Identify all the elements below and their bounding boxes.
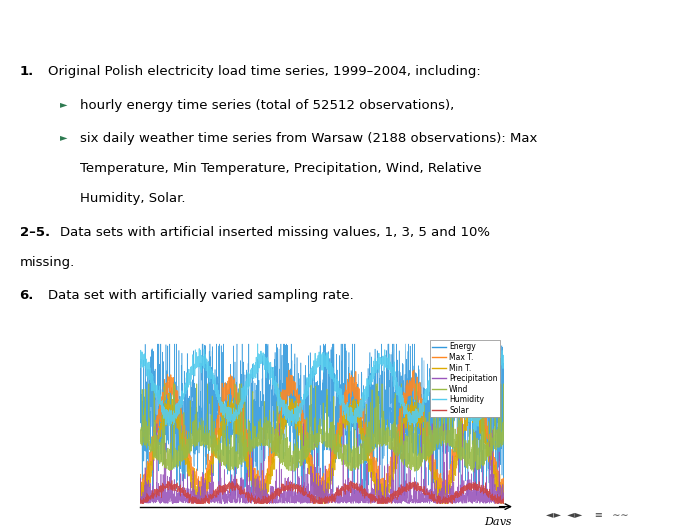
Energy bbox=[351, 427, 360, 433]
Wind bbox=[474, 456, 482, 462]
Text: missing.: missing. bbox=[20, 256, 75, 269]
Text: Data: Data bbox=[13, 20, 66, 40]
Solar bbox=[136, 500, 145, 507]
Min T. bbox=[351, 409, 360, 415]
Solar bbox=[493, 495, 501, 501]
Line: Max T.: Max T. bbox=[140, 370, 504, 503]
Text: 2–5.: 2–5. bbox=[20, 226, 50, 239]
Precipitation bbox=[335, 491, 344, 497]
Max T. bbox=[136, 499, 144, 506]
Line: Wind: Wind bbox=[140, 384, 504, 471]
Precipitation bbox=[136, 498, 144, 505]
Wind bbox=[493, 442, 501, 448]
Min T. bbox=[474, 406, 482, 412]
Legend: Energy, Max T., Min T., Precipitation, Wind, Humidity, Solar: Energy, Max T., Min T., Precipitation, W… bbox=[430, 340, 500, 417]
Humidity bbox=[474, 407, 482, 414]
Precipitation bbox=[153, 421, 161, 427]
Text: six daily weather time series from Warsaw (2188 observations): Max: six daily weather time series from Warsa… bbox=[80, 132, 538, 145]
Solar bbox=[351, 481, 360, 487]
Min T. bbox=[335, 434, 344, 440]
Wind bbox=[207, 413, 216, 419]
Text: ►: ► bbox=[60, 100, 67, 110]
Line: Humidity: Humidity bbox=[140, 344, 504, 432]
Wind bbox=[145, 381, 153, 387]
Min T. bbox=[207, 460, 216, 466]
Humidity bbox=[206, 369, 215, 375]
Solar bbox=[207, 496, 216, 502]
Solar bbox=[335, 487, 344, 494]
Text: Original Polish electricity load time series, 1999–2004, including:: Original Polish electricity load time se… bbox=[48, 65, 480, 78]
Precipitation bbox=[474, 498, 482, 504]
Energy bbox=[295, 405, 303, 412]
Text: ◄►  ◄►    ≡   ∼∼: ◄► ◄► ≡ ∼∼ bbox=[546, 510, 629, 520]
Precipitation bbox=[493, 497, 501, 503]
Energy bbox=[493, 450, 501, 457]
Min T. bbox=[493, 486, 501, 492]
Text: Temperature, Min Temperature, Precipitation, Wind, Relative: Temperature, Min Temperature, Precipitat… bbox=[80, 162, 482, 175]
Max T. bbox=[207, 456, 216, 462]
Humidity bbox=[500, 354, 508, 360]
Wind bbox=[335, 440, 344, 447]
Humidity bbox=[295, 404, 303, 411]
Energy bbox=[153, 341, 162, 347]
Wind bbox=[136, 435, 144, 442]
Max T. bbox=[335, 426, 344, 432]
Text: 1.: 1. bbox=[20, 65, 34, 78]
Humidity bbox=[253, 341, 262, 347]
Text: Days: Days bbox=[484, 517, 511, 525]
Precipitation bbox=[500, 495, 508, 501]
Precipitation bbox=[351, 487, 360, 494]
Humidity bbox=[335, 395, 344, 402]
Precipitation bbox=[295, 498, 303, 505]
Energy bbox=[500, 423, 508, 429]
Text: ►: ► bbox=[60, 132, 67, 142]
Text: hourly energy time series (total of 52512 observations),: hourly energy time series (total of 5251… bbox=[80, 100, 455, 112]
Text: Data sets with artificial inserted missing values, 1, 3, 5 and 10%: Data sets with artificial inserted missi… bbox=[60, 226, 489, 239]
Solar bbox=[232, 476, 241, 482]
Min T. bbox=[500, 489, 508, 496]
Energy bbox=[136, 395, 144, 402]
Humidity bbox=[470, 428, 479, 435]
Line: Energy: Energy bbox=[140, 344, 504, 496]
Max T. bbox=[410, 367, 418, 373]
Solar bbox=[295, 484, 303, 490]
Energy bbox=[474, 400, 482, 406]
Line: Min T.: Min T. bbox=[140, 393, 504, 503]
Text: Humidity, Solar.: Humidity, Solar. bbox=[80, 192, 186, 205]
Max T. bbox=[493, 468, 501, 475]
Energy bbox=[207, 463, 216, 469]
Max T. bbox=[194, 500, 202, 507]
Energy bbox=[335, 352, 344, 359]
Precipitation bbox=[260, 500, 268, 507]
Humidity bbox=[493, 368, 501, 374]
Text: 6.: 6. bbox=[20, 289, 34, 302]
Min T. bbox=[136, 492, 144, 499]
Energy bbox=[175, 492, 183, 499]
Min T. bbox=[295, 429, 303, 436]
Max T. bbox=[295, 397, 303, 403]
Wind bbox=[500, 435, 508, 441]
Min T. bbox=[193, 500, 202, 507]
Wind bbox=[351, 462, 360, 468]
Wind bbox=[469, 468, 477, 475]
Humidity bbox=[136, 359, 144, 365]
Min T. bbox=[164, 390, 173, 396]
Line: Solar: Solar bbox=[140, 479, 504, 503]
Max T. bbox=[500, 475, 508, 481]
Wind bbox=[295, 448, 303, 454]
Humidity bbox=[351, 417, 360, 424]
Max T. bbox=[351, 390, 360, 396]
Max T. bbox=[474, 387, 482, 394]
Solar bbox=[136, 497, 144, 503]
Solar bbox=[500, 495, 508, 501]
Precipitation bbox=[207, 499, 216, 506]
Line: Precipitation: Precipitation bbox=[140, 424, 504, 503]
Text: Data set with artificially varied sampling rate.: Data set with artificially varied sampli… bbox=[48, 289, 354, 302]
Solar bbox=[474, 483, 482, 489]
